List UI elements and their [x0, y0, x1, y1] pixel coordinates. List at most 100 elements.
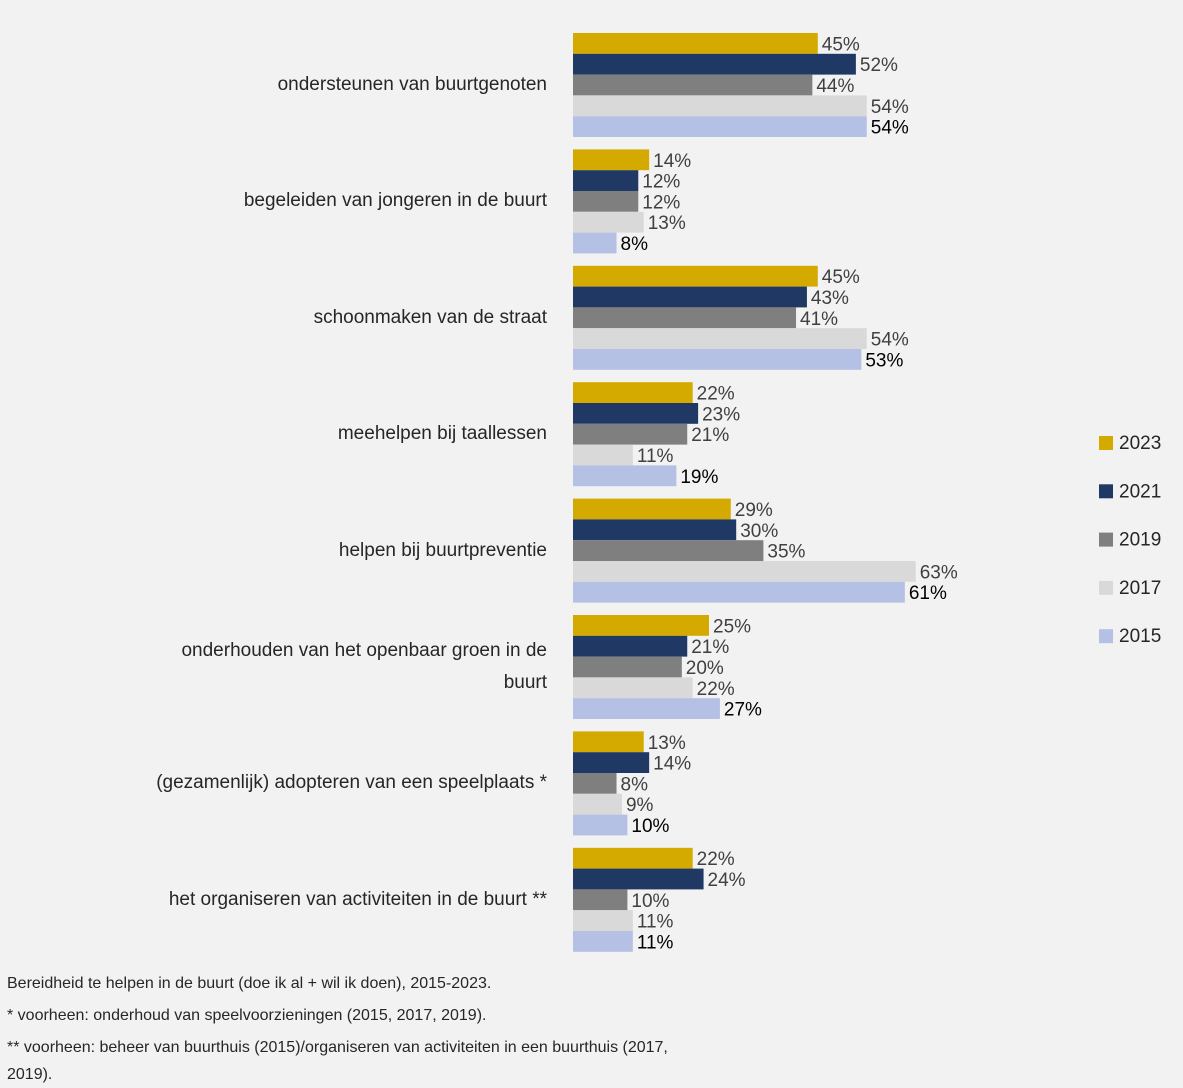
- value-label: 22%: [697, 679, 735, 700]
- bar: [573, 773, 617, 794]
- legend-swatch: [1099, 629, 1113, 644]
- bar: [573, 910, 633, 931]
- category-label: meehelpen bij taallessen: [337, 423, 547, 445]
- value-label: 9%: [626, 795, 654, 816]
- bar: [573, 656, 682, 678]
- value-label: 35%: [767, 542, 805, 563]
- bar: [573, 581, 905, 603]
- bar: [573, 498, 731, 520]
- bar: [573, 814, 628, 836]
- value-label: 63%: [920, 562, 958, 583]
- value-label: 11%: [637, 932, 674, 953]
- bar: [573, 95, 867, 117]
- bar: [573, 423, 688, 445]
- footnote: ** voorheen: beheer van buurthuis (2015)…: [7, 1039, 668, 1083]
- legend-swatch: [1099, 484, 1113, 499]
- bar: [573, 635, 688, 657]
- value-label: 11%: [637, 912, 674, 933]
- bar: [573, 33, 818, 54]
- value-label: 29%: [735, 500, 773, 521]
- category-label: ondersteunen van buurtgenoten: [277, 74, 547, 95]
- value-label: 21%: [691, 425, 729, 446]
- value-label: 54%: [871, 330, 909, 351]
- bar: [573, 265, 818, 287]
- category-label: (gezamenlijk) adopteren van een speelpla…: [156, 772, 547, 794]
- legend-label: 2019: [1119, 530, 1161, 551]
- value-label: 25%: [713, 616, 751, 637]
- value-label: 8%: [621, 774, 649, 795]
- value-label: 19%: [680, 467, 718, 488]
- value-label: 13%: [648, 213, 686, 234]
- legend-label: 2015: [1119, 626, 1161, 647]
- bar: [573, 519, 737, 541]
- value-label: 41%: [800, 309, 838, 330]
- value-label: 53%: [865, 350, 903, 371]
- bar: [573, 793, 622, 815]
- footnote: * voorheen: onderhoud van speelvoorzieni…: [7, 1007, 487, 1024]
- bar: [573, 307, 797, 329]
- bar: [573, 889, 628, 911]
- value-label: 11%: [637, 446, 674, 467]
- bar: [573, 731, 644, 753]
- legend-label: 2021: [1119, 481, 1161, 502]
- bar: [573, 53, 856, 75]
- bar: [573, 382, 693, 403]
- value-label: 20%: [686, 658, 724, 679]
- bar: [573, 232, 617, 254]
- bar: [573, 752, 650, 773]
- legend-label: 2023: [1119, 433, 1161, 454]
- footnote: Bereidheid te helpen in de buurt (doe ik…: [7, 975, 492, 992]
- bar: [573, 149, 650, 171]
- value-label: 45%: [822, 267, 860, 288]
- bar: [573, 931, 633, 952]
- bar: [573, 170, 639, 191]
- value-label: 14%: [653, 754, 691, 775]
- bar: [573, 191, 639, 212]
- category-label: het organiseren van activiteiten in de b…: [168, 888, 547, 910]
- value-label: 43%: [811, 288, 849, 309]
- value-label: 44%: [816, 76, 854, 97]
- category-label: schoonmaken van de straat: [313, 306, 547, 328]
- value-label: 22%: [697, 384, 735, 405]
- legend-swatch: [1099, 532, 1113, 547]
- value-label: 14%: [653, 151, 691, 172]
- value-label: 61%: [909, 583, 947, 604]
- bar: [573, 286, 807, 308]
- value-label: 52%: [860, 55, 898, 76]
- value-label: 27%: [724, 700, 762, 721]
- category-label: helpen bij buurtpreventie: [338, 539, 547, 561]
- value-label: 22%: [697, 849, 735, 870]
- bar: [573, 403, 699, 424]
- bar: [573, 465, 677, 487]
- value-label: 12%: [642, 172, 680, 193]
- value-label: 10%: [631, 816, 669, 837]
- value-label: 13%: [648, 733, 686, 754]
- value-label: 12%: [642, 192, 680, 213]
- value-label: 21%: [691, 637, 729, 658]
- bar: [573, 868, 704, 890]
- bar: [573, 677, 693, 699]
- legend-swatch: [1099, 580, 1113, 595]
- bar: [573, 444, 633, 466]
- value-label: 30%: [740, 521, 778, 542]
- value-label: 23%: [702, 404, 740, 425]
- bar: [573, 211, 644, 233]
- legend-swatch: [1099, 436, 1113, 450]
- legend-label: 2017: [1119, 578, 1161, 599]
- value-label: 54%: [871, 118, 909, 139]
- bar: [573, 74, 813, 96]
- bar: [573, 847, 693, 869]
- bar: [573, 615, 709, 636]
- value-label: 45%: [822, 34, 860, 55]
- value-label: 54%: [871, 97, 909, 118]
- category-label: begeleiden van jongeren in de buurt: [243, 190, 547, 212]
- value-label: 10%: [631, 891, 669, 912]
- value-label: 8%: [621, 234, 649, 255]
- bar: [573, 698, 720, 719]
- bar: [573, 540, 764, 561]
- bar: [573, 328, 867, 349]
- bar: [573, 349, 862, 370]
- category-label: onderhouden van het openbaar groen in de…: [181, 640, 547, 693]
